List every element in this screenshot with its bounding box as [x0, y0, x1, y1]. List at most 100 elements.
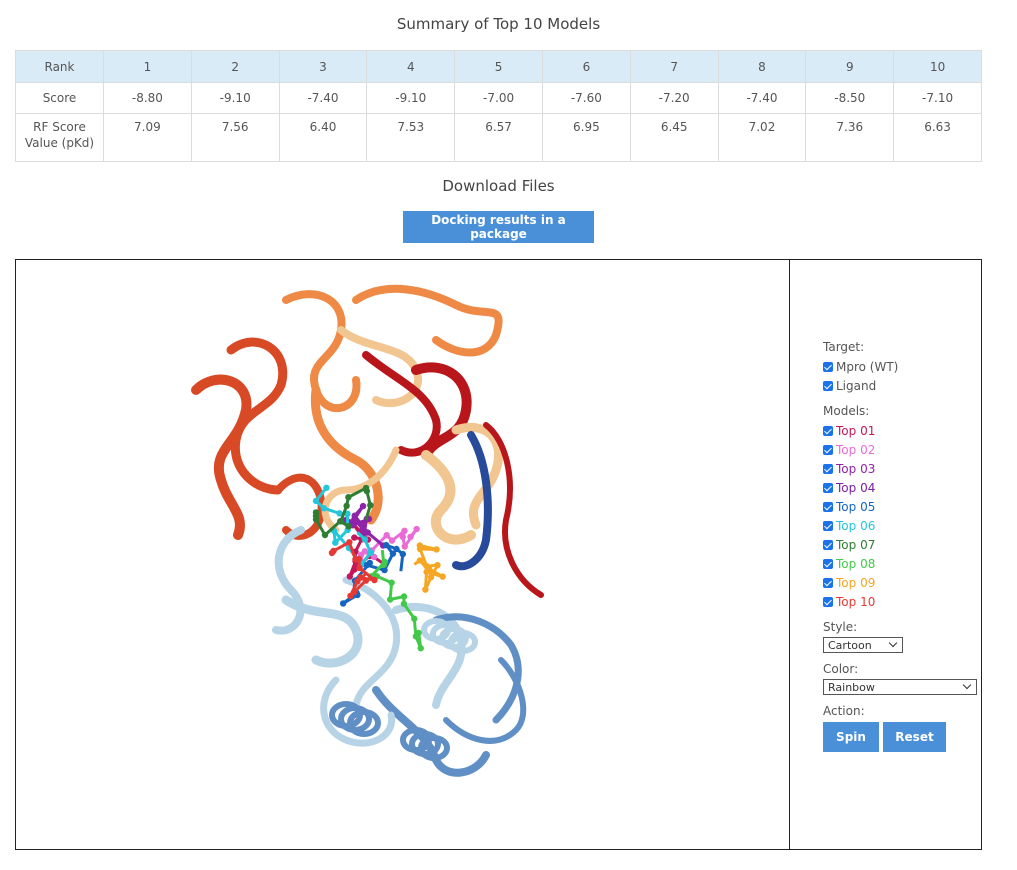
protein-ribbon-segment: [432, 613, 522, 724]
model-checkbox-3[interactable]: Top 03: [823, 459, 981, 478]
protein-ligand-render: [191, 284, 544, 777]
rf-score-row: RF Score Value (pKd) 7.09 7.56 6.40 7.53…: [15, 113, 982, 162]
checkbox-checked-icon[interactable]: [823, 380, 833, 391]
checkbox-checked-icon[interactable]: [823, 520, 833, 531]
checkbox-checked-icon[interactable]: [823, 361, 833, 372]
model-checkbox-8[interactable]: Top 08: [823, 554, 981, 573]
protein-ribbon-segment: [451, 422, 504, 530]
protein-ribbon: [191, 284, 544, 777]
checkbox-checked-icon[interactable]: [823, 539, 833, 550]
score-cell: -7.40: [278, 82, 368, 114]
protein-ribbon-segment: [421, 450, 476, 545]
checkbox-checked-icon[interactable]: [823, 425, 833, 436]
action-group: Action: Spin Reset: [823, 704, 981, 752]
model-checkbox-4[interactable]: Top 04: [823, 478, 981, 497]
action-label: Action:: [823, 704, 865, 718]
ligand-atom: [351, 534, 358, 541]
protein-ribbon-segment: [282, 290, 361, 413]
models-label: Models:: [823, 404, 870, 418]
model-checkbox-label: Top 05: [836, 499, 876, 514]
reset-button[interactable]: Reset: [883, 722, 946, 752]
ligand-bond: [366, 531, 385, 547]
target-checkbox-ligand[interactable]: Ligand: [823, 376, 981, 395]
rank-cell: 6: [541, 50, 631, 83]
protein-ribbon-segment: [321, 446, 400, 534]
protein-helix-turn: [448, 630, 478, 654]
chevron-down-icon: [888, 638, 898, 648]
rf-score-cell: 7.53: [366, 113, 456, 162]
model-checkbox-10[interactable]: Top 10: [823, 592, 981, 611]
ligand-bond: [347, 486, 367, 499]
score-cell: -7.40: [717, 82, 807, 114]
style-label: Style:: [823, 620, 858, 634]
model-checkbox-5[interactable]: Top 05: [823, 497, 981, 516]
rank-cell: 3: [278, 50, 368, 83]
model-checkbox-1[interactable]: Top 01: [823, 421, 981, 440]
model-checkbox-label: Top 07: [836, 537, 876, 552]
model-checkbox-label: Top 09: [836, 575, 876, 590]
protein-ribbon-segment: [226, 337, 288, 495]
rank-header: Rank: [15, 50, 104, 83]
score-cell: -7.20: [629, 82, 719, 114]
rank-cell: 4: [366, 50, 456, 83]
checkbox-checked-icon[interactable]: [823, 463, 833, 474]
score-row: Score -8.80 -9.10 -7.40 -9.10 -7.00 -7.6…: [15, 82, 982, 114]
molecule-viewer-canvas[interactable]: [16, 260, 790, 849]
target-checkbox-label: Mpro (WT): [836, 359, 899, 374]
rf-score-cell: 7.09: [103, 113, 192, 162]
protein-ribbon-segment: [272, 526, 305, 635]
model-checkbox-label: Top 02: [836, 442, 876, 457]
protein-ribbon-segment: [191, 374, 252, 540]
model-checkbox-9[interactable]: Top 09: [823, 573, 981, 592]
rank-row: Rank 1 2 3 4 5 6 7 8 9 10: [15, 50, 982, 83]
checkbox-checked-icon[interactable]: [823, 482, 833, 493]
protein-ribbon-segment: [310, 385, 383, 525]
molecule-viewer-panel: Target: Mpro (WT) Ligand Models: Top 01 T…: [15, 259, 982, 850]
checkbox-checked-icon[interactable]: [823, 558, 833, 569]
protein-ribbon-segment: [320, 676, 396, 747]
model-checkbox-7[interactable]: Top 07: [823, 535, 981, 554]
rf-score-cell: 7.56: [190, 113, 280, 162]
color-select-value: Rainbow: [828, 680, 875, 694]
summary-title: Summary of Top 10 Models: [396, 15, 601, 33]
rf-score-cell: 6.95: [541, 113, 631, 162]
summary-table: Rank 1 2 3 4 5 6 7 8 9 10 Score -8.80 -9…: [15, 50, 982, 162]
score-cell: -7.60: [541, 82, 631, 114]
model-checkbox-label: Top 06: [836, 518, 876, 533]
checkbox-checked-icon[interactable]: [823, 444, 833, 455]
target-checkbox-mpro[interactable]: Mpro (WT): [823, 357, 981, 376]
protein-ribbon-segment: [443, 657, 527, 744]
checkbox-checked-icon[interactable]: [823, 577, 833, 588]
rank-cell: 8: [717, 50, 807, 83]
rf-score-cell: 6.45: [629, 113, 719, 162]
model-checkbox-2[interactable]: Top 02: [823, 440, 981, 459]
style-select-value: Cartoon: [828, 638, 872, 652]
model-checkbox-label: Top 08: [836, 556, 876, 571]
protein-ribbon-segment: [392, 602, 466, 709]
model-checkbox-label: Top 01: [836, 423, 876, 438]
score-cell: -9.10: [366, 82, 456, 114]
rf-score-cell: 7.36: [805, 113, 895, 162]
rf-score-cell: 7.02: [717, 113, 807, 162]
model-checkbox-label: Top 03: [836, 461, 876, 476]
score-cell: -8.80: [103, 82, 192, 114]
color-select[interactable]: Rainbow: [823, 679, 977, 695]
score-cell: -7.10: [893, 82, 982, 114]
rank-cell: 5: [454, 50, 543, 83]
ligand-atom: [344, 510, 351, 518]
style-select[interactable]: Cartoon: [823, 637, 903, 653]
rank-cell: 7: [629, 50, 719, 83]
protein-ribbon-segment: [411, 362, 472, 460]
model-checkbox-label: Top 04: [836, 480, 876, 495]
color-label: Color:: [823, 662, 859, 676]
spin-button[interactable]: Spin: [823, 722, 879, 752]
model-checkbox-6[interactable]: Top 06: [823, 516, 981, 535]
download-package-button[interactable]: Docking results in a package: [403, 211, 594, 243]
rf-score-cell: 6.40: [278, 113, 368, 162]
ligand-bond: [353, 514, 369, 534]
rf-score-cell: 6.57: [454, 113, 543, 162]
checkbox-checked-icon[interactable]: [823, 501, 833, 512]
rf-score-cell: 6.63: [893, 113, 982, 162]
checkbox-checked-icon[interactable]: [823, 596, 833, 607]
protein-helix-turn: [418, 735, 450, 761]
